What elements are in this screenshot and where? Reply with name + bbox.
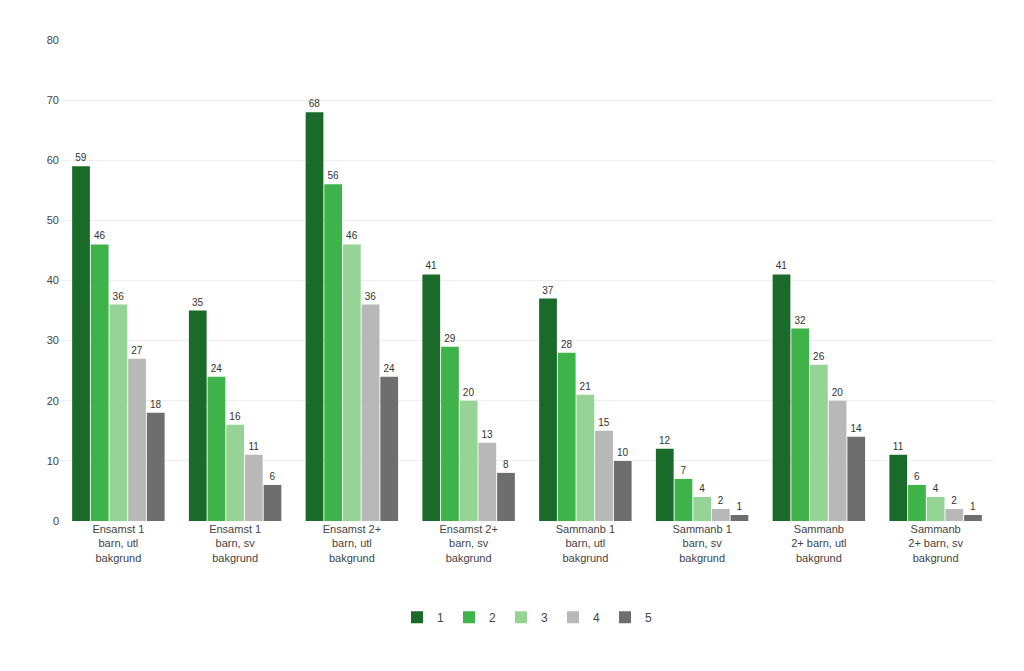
svg-text:40: 40	[47, 274, 59, 286]
svg-text:32: 32	[794, 315, 806, 326]
svg-text:Ensamst 1barn, utlbakgrund: Ensamst 1barn, utlbakgrund	[92, 523, 144, 564]
svg-text:35: 35	[192, 297, 204, 308]
svg-text:8: 8	[503, 459, 509, 470]
svg-text:20: 20	[463, 387, 475, 398]
svg-text:30: 30	[47, 334, 59, 346]
svg-text:24: 24	[211, 363, 223, 374]
svg-text:4: 4	[933, 483, 939, 494]
svg-text:41: 41	[425, 260, 437, 271]
svg-text:20: 20	[832, 387, 844, 398]
svg-text:11: 11	[893, 441, 904, 452]
svg-text:5: 5	[645, 611, 652, 625]
svg-text:20: 20	[47, 395, 59, 407]
svg-text:1: 1	[970, 501, 976, 512]
svg-text:14: 14	[850, 423, 862, 434]
svg-text:4: 4	[699, 483, 705, 494]
svg-text:12: 12	[659, 435, 671, 446]
svg-text:24: 24	[383, 363, 395, 374]
svg-text:7: 7	[680, 465, 686, 476]
svg-text:60: 60	[47, 154, 59, 166]
svg-text:Ensamst 2+barn, svbakgrund: Ensamst 2+barn, svbakgrund	[439, 523, 497, 564]
svg-text:70: 70	[47, 94, 59, 106]
svg-text:16: 16	[229, 411, 241, 422]
svg-text:1: 1	[736, 501, 742, 512]
svg-text:Sammanb2+ barn, utlbakgrund: Sammanb2+ barn, utlbakgrund	[791, 523, 846, 564]
svg-text:Sammanb 1barn, utlbakgrund: Sammanb 1barn, utlbakgrund	[556, 523, 615, 564]
svg-text:2: 2	[951, 495, 957, 506]
svg-text:37: 37	[542, 285, 554, 296]
svg-text:46: 46	[346, 230, 358, 241]
svg-text:0: 0	[53, 515, 59, 527]
svg-text:28: 28	[561, 339, 573, 350]
svg-text:2: 2	[718, 495, 724, 506]
svg-text:56: 56	[327, 170, 339, 181]
svg-text:4: 4	[593, 611, 600, 625]
svg-text:59: 59	[75, 152, 87, 163]
svg-text:27: 27	[131, 345, 143, 356]
svg-text:6: 6	[269, 471, 275, 482]
svg-text:36: 36	[365, 291, 377, 302]
svg-text:29: 29	[444, 333, 456, 344]
svg-text:2: 2	[489, 611, 496, 625]
svg-text:Ensamst 1barn, svbakgrund: Ensamst 1barn, svbakgrund	[209, 523, 261, 564]
svg-text:13: 13	[482, 429, 494, 440]
svg-text:80: 80	[47, 34, 59, 46]
svg-text:15: 15	[598, 417, 610, 428]
svg-text:Sammanb 1barn, svbakgrund: Sammanb 1barn, svbakgrund	[672, 523, 731, 564]
svg-text:Sammanb2+ barn, svbakgrund: Sammanb2+ barn, svbakgrund	[908, 523, 963, 564]
svg-text:26: 26	[813, 351, 825, 362]
svg-text:41: 41	[776, 260, 788, 271]
svg-text:50: 50	[47, 214, 59, 226]
svg-text:21: 21	[580, 381, 592, 392]
svg-text:10: 10	[47, 455, 59, 467]
svg-text:6: 6	[914, 471, 920, 482]
svg-text:68: 68	[309, 98, 321, 109]
svg-text:36: 36	[113, 291, 125, 302]
svg-text:Ensamst 2+barn, utlbakgrund: Ensamst 2+barn, utlbakgrund	[323, 523, 381, 564]
svg-text:10: 10	[617, 447, 629, 458]
svg-text:46: 46	[94, 230, 106, 241]
svg-text:1: 1	[437, 611, 444, 625]
svg-text:11: 11	[248, 441, 259, 452]
svg-text:18: 18	[150, 399, 162, 410]
svg-text:3: 3	[541, 611, 548, 625]
